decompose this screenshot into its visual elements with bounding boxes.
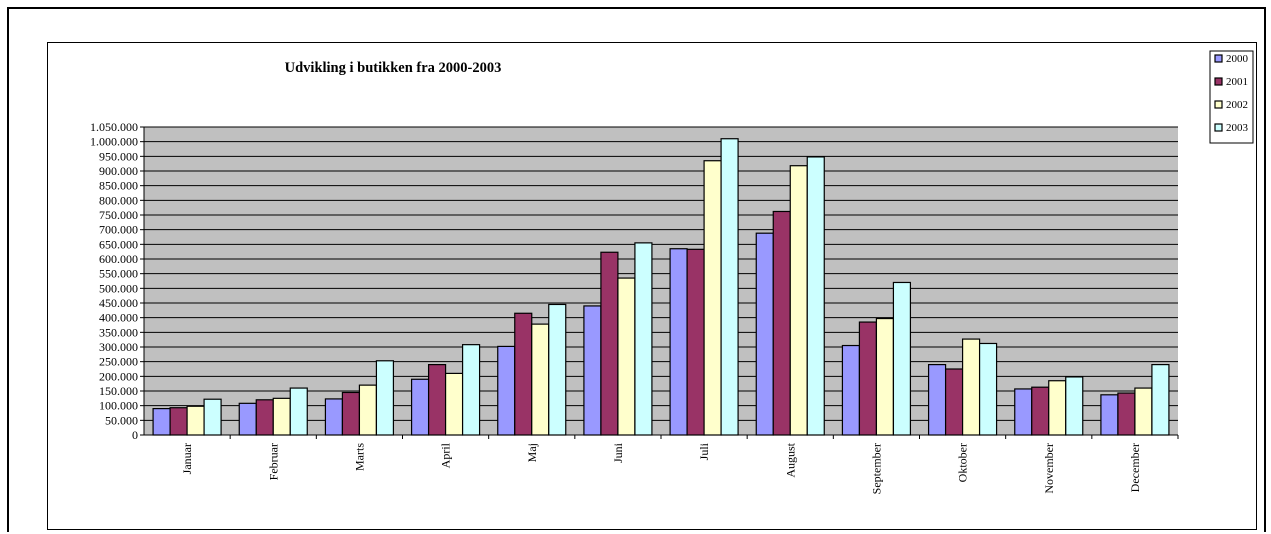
x-tick-label: Oktober — [956, 443, 970, 482]
bar-2003-marts[interactable] — [375, 360, 395, 436]
x-tick-label: August — [783, 442, 797, 477]
bar-2003-juli[interactable] — [720, 138, 739, 436]
bar-2003-oktober[interactable] — [978, 342, 998, 436]
bar-2003-december[interactable] — [1151, 364, 1170, 436]
y-tick-label: 550.000 — [99, 267, 138, 281]
bar-2000-februar[interactable] — [238, 402, 257, 436]
y-tick-label: 400.000 — [99, 311, 138, 325]
x-tick-label: Juni — [611, 442, 625, 463]
bar-2002-maj[interactable] — [531, 323, 550, 436]
y-tick-label: 950.000 — [99, 149, 138, 163]
y-tick-label: 850.000 — [99, 179, 138, 193]
bar-2003-april[interactable] — [461, 344, 481, 436]
bar-2000-marts[interactable] — [324, 398, 344, 436]
bar-2000-december[interactable] — [1100, 394, 1119, 436]
y-tick-label: 0 — [132, 428, 138, 442]
plot-area: 050.000100.000150.000200.000250.000300.0… — [90, 120, 1179, 494]
bar-2001-august[interactable] — [772, 210, 791, 436]
y-tick-label: 650.000 — [99, 237, 138, 251]
bar-2000-april[interactable] — [410, 378, 430, 436]
y-tick-label: 800.000 — [99, 193, 138, 207]
y-tick-label: 600.000 — [99, 252, 138, 266]
y-tick-label: 450.000 — [99, 296, 138, 310]
legend-swatch-2001 — [1214, 77, 1223, 86]
bar-2003-februar[interactable] — [289, 387, 308, 436]
x-tick-label: Maj — [525, 443, 539, 462]
chart-title: Udvikling i butikken fra 2000-2003 — [285, 60, 502, 76]
bar-2000-oktober[interactable] — [927, 364, 947, 436]
x-tick-label: December — [1128, 443, 1142, 492]
legend-label-2001: 2001 — [1226, 76, 1248, 88]
bar-2002-januar[interactable] — [186, 405, 205, 436]
x-tick-label: Juli — [697, 442, 711, 460]
legend-label-2003: 2003 — [1226, 122, 1249, 134]
x-tick-label: Februar — [266, 443, 280, 480]
y-tick-label: 300.000 — [99, 340, 138, 354]
bar-2002-juli[interactable] — [703, 160, 722, 436]
bar-2002-september[interactable] — [875, 317, 895, 436]
worksheet-frame: Udvikling i butikken fra 2000-2003 0 50.0… — [7, 7, 1266, 532]
y-tick-label: 350.000 — [99, 325, 138, 339]
bar-2002-august[interactable] — [789, 165, 808, 436]
bar-2000-juli[interactable] — [669, 248, 688, 436]
bar-2001-juni[interactable] — [600, 251, 619, 436]
bar-2000-november[interactable] — [1014, 388, 1033, 436]
bar-2002-juni[interactable] — [617, 277, 636, 436]
bar-2000-maj[interactable] — [497, 345, 516, 436]
x-tick-label: September — [869, 443, 883, 494]
bar-2001-oktober[interactable] — [944, 368, 964, 436]
bar-2001-december[interactable] — [1117, 392, 1136, 436]
y-tick-label: 50.000 — [105, 413, 138, 427]
bar-2002-februar[interactable] — [272, 397, 291, 436]
bar-2002-november[interactable] — [1048, 380, 1067, 436]
bar-2000-august[interactable] — [755, 232, 774, 436]
bar-2001-juli[interactable] — [686, 248, 705, 436]
bar-2001-maj[interactable] — [514, 312, 533, 436]
bar-2003-januar[interactable] — [203, 398, 222, 436]
bar-chart: Udvikling i butikken fra 2000-2003 050.0… — [90, 50, 1254, 494]
y-tick-label: 700.000 — [99, 223, 138, 237]
legend-swatch-2000 — [1214, 54, 1223, 63]
bar-2002-april[interactable] — [444, 372, 464, 436]
legend-swatch-2002 — [1214, 100, 1223, 109]
bar-2003-november[interactable] — [1065, 376, 1084, 436]
y-tick-label: 750.000 — [99, 208, 138, 222]
bar-2003-september[interactable] — [892, 281, 912, 436]
bar-2001-januar[interactable] — [169, 407, 188, 436]
bar-2001-november[interactable] — [1031, 386, 1050, 436]
bar-2002-oktober[interactable] — [961, 338, 981, 436]
legend-swatch-2003 — [1214, 123, 1223, 132]
bar-2003-august[interactable] — [806, 156, 825, 436]
bar-2002-marts[interactable] — [358, 384, 378, 436]
bar-2003-juni[interactable] — [634, 242, 653, 436]
plot-background — [144, 127, 1178, 435]
x-tick-label: Marts — [352, 443, 366, 471]
x-tick-label: November — [1042, 443, 1056, 494]
y-tick-label: 100.000 — [99, 399, 138, 413]
bar-2000-september[interactable] — [841, 344, 861, 436]
bar-2003-maj[interactable] — [548, 303, 567, 436]
y-tick-label: 900.000 — [99, 164, 138, 178]
y-tick-label: 150.000 — [99, 384, 138, 398]
y-tick-label: 500.000 — [99, 281, 138, 295]
bar-2000-januar[interactable] — [152, 408, 171, 436]
bar-2001-februar[interactable] — [255, 399, 274, 436]
legend[interactable]: 2000 2001 2002 2003 — [1209, 50, 1254, 144]
bar-2000-juni[interactable] — [583, 305, 602, 436]
y-tick-label: 200.000 — [99, 369, 138, 383]
bar-2001-marts[interactable] — [341, 391, 361, 436]
x-tick-label: April — [439, 442, 453, 468]
bar-2002-december[interactable] — [1134, 387, 1153, 436]
chart-area[interactable]: Udvikling i butikken fra 2000-2003 0 50.0… — [47, 42, 1257, 530]
bar-2001-september[interactable] — [858, 321, 878, 436]
y-tick-label: 1.050.000 — [90, 120, 138, 134]
y-tick-label: 250.000 — [99, 355, 138, 369]
y-tick-label: 1.000.000 — [90, 135, 138, 149]
legend-label-2002: 2002 — [1226, 99, 1248, 111]
legend-label-2000: 2000 — [1226, 53, 1249, 65]
bar-2001-april[interactable] — [427, 364, 447, 436]
x-tick-label: Januar — [180, 443, 194, 474]
